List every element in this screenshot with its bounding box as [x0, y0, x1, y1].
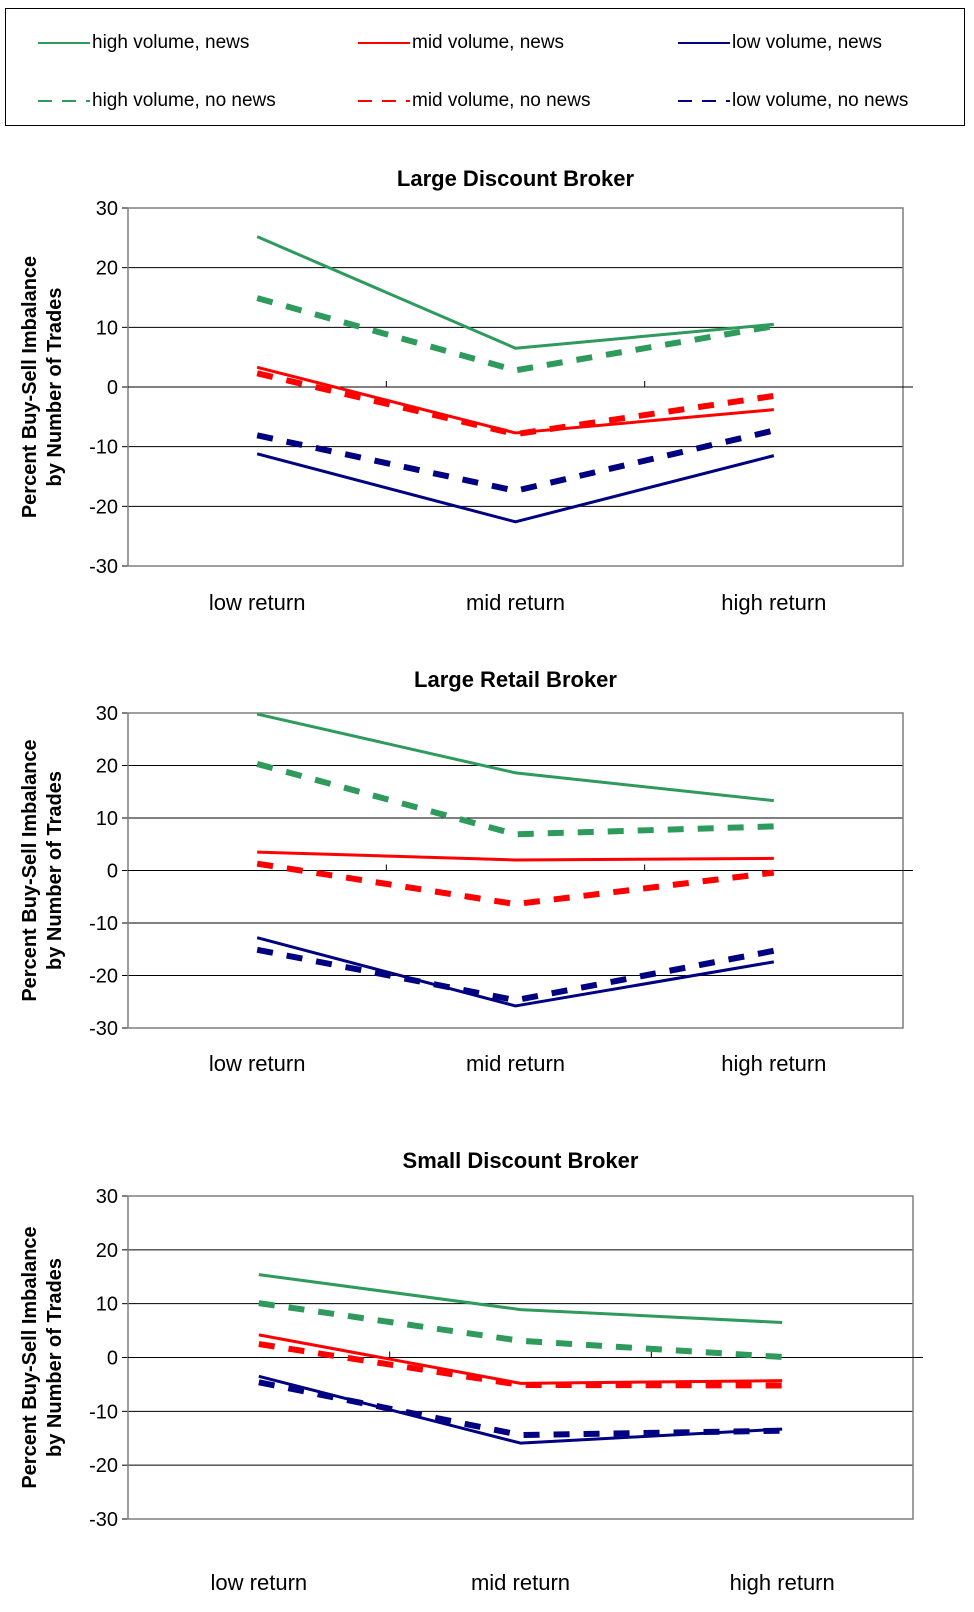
- legend-item-low-volume-no-news: low volume, no news: [676, 89, 908, 113]
- x-tick-label: high return: [730, 1570, 835, 1595]
- legend-swatch: [38, 42, 90, 44]
- y-tick-label: 30: [96, 703, 118, 725]
- y-tick-label: -20: [89, 966, 118, 988]
- x-tick-label: low return: [209, 1051, 306, 1076]
- y-tick-label: -20: [89, 496, 118, 518]
- y-tick-label: -10: [89, 437, 118, 459]
- series-line-mid-volume-news: [256, 365, 774, 435]
- y-tick-label: 20: [96, 1240, 118, 1262]
- legend-item-high-volume-news: high volume, news: [36, 31, 249, 55]
- legend-label: low volume, no news: [732, 90, 909, 111]
- y-tick-label: -10: [89, 1401, 118, 1423]
- y-axis-label-line: by Number of Trades: [44, 1258, 66, 1457]
- y-tick-label: 20: [96, 258, 118, 280]
- y-tick-label: 0: [107, 1348, 118, 1370]
- legend-label: low volume, news: [732, 32, 882, 53]
- legend-swatch: [358, 42, 410, 44]
- y-axis-label-line: Percent Buy-Sell Imbalance: [19, 1226, 41, 1488]
- legend-item-mid-volume-no-news: mid volume, no news: [356, 89, 590, 113]
- legend-item-high-volume-no-news: high volume, no news: [36, 89, 276, 113]
- series-line-high-volume-no-news: [256, 761, 774, 838]
- series-line-high-volume-news: [256, 235, 774, 350]
- legend: high volume, news mid volume, news low v…: [5, 8, 965, 126]
- y-tick-label: -20: [89, 1455, 118, 1477]
- y-tick-label: 10: [96, 1294, 118, 1316]
- series-line-mid-volume-no-news: [256, 860, 775, 908]
- y-tick-label: 20: [96, 756, 118, 778]
- series-line-low-volume-news: [256, 452, 775, 524]
- y-tick-label: 0: [107, 377, 118, 399]
- x-tick-label: high return: [721, 1051, 826, 1076]
- chart-title: Small Discount Broker: [403, 1148, 639, 1173]
- y-tick-label: 10: [96, 317, 118, 339]
- legend-label: high volume, no news: [92, 90, 276, 111]
- legend-item-low-volume-news: low volume, news: [676, 31, 882, 55]
- y-axis-label: Percent Buy-Sell Imbalance by Number of T…: [19, 739, 66, 1001]
- series-line-mid-volume-news: [258, 1333, 783, 1385]
- y-tick-label: -30: [89, 1018, 118, 1040]
- y-tick-label: -10: [89, 913, 118, 935]
- y-axis-label: Percent Buy-Sell Imbalance by Number of T…: [19, 256, 66, 518]
- legend-label: mid volume, no news: [412, 90, 591, 111]
- chart-title: Large Discount Broker: [397, 166, 635, 191]
- x-tick-label: mid return: [471, 1570, 570, 1595]
- legend-item-mid-volume-news: mid volume, news: [356, 31, 564, 55]
- series-line-high-volume-news: [256, 712, 774, 803]
- legend-label: mid volume, news: [412, 32, 565, 53]
- series-line-mid-volume-no-news: [256, 370, 775, 438]
- series-line-mid-volume-news: [257, 850, 774, 862]
- x-tick-label: low return: [211, 1570, 308, 1595]
- series-line-high-volume-no-news: [256, 295, 775, 374]
- y-tick-label: 30: [96, 1186, 118, 1208]
- legend-swatch: [678, 100, 730, 102]
- series-line-low-volume-no-news: [256, 427, 775, 494]
- x-tick-label: mid return: [466, 1051, 565, 1076]
- y-tick-label: -30: [89, 556, 118, 578]
- series-line-low-volume-news: [258, 1374, 783, 1445]
- y-tick-label: -30: [89, 1509, 118, 1531]
- y-axis-label-line: Percent Buy-Sell Imbalance: [19, 256, 41, 518]
- y-tick-label: 10: [96, 808, 118, 830]
- series-line-low-volume-no-news: [258, 1379, 783, 1439]
- series-line-low-volume-news: [256, 936, 775, 1008]
- chart-large-discount-broker: Large Discount Broker 30 20 10 0 -10 -20 -30 low…: [19, 166, 913, 615]
- y-tick-label: 0: [107, 861, 118, 883]
- x-tick-label: low return: [209, 590, 306, 615]
- y-axis-label-line: by Number of Trades: [44, 771, 66, 970]
- chart-small-discount-broker: Small Discount Broker 30 20 10 0 -10 -20 -30 low…: [19, 1148, 923, 1595]
- y-axis-label-line: by Number of Trades: [44, 288, 66, 487]
- legend-swatch: [358, 100, 410, 102]
- chart-large-retail-broker: Large Retail Broker 30 20 10 0 -10 -20 -30 low r…: [19, 667, 913, 1076]
- x-tick-label: high return: [721, 590, 826, 615]
- legend-swatch: [678, 42, 730, 44]
- y-tick-label: 30: [96, 198, 118, 220]
- chart-title: Large Retail Broker: [414, 667, 617, 692]
- series-line-high-volume-news: [258, 1273, 783, 1325]
- y-axis-label: Percent Buy-Sell Imbalance by Number of T…: [19, 1226, 66, 1488]
- legend-swatch: [38, 100, 90, 102]
- legend-label: high volume, news: [92, 32, 250, 53]
- y-axis-label-line: Percent Buy-Sell Imbalance: [19, 739, 41, 1001]
- x-tick-label: mid return: [466, 590, 565, 615]
